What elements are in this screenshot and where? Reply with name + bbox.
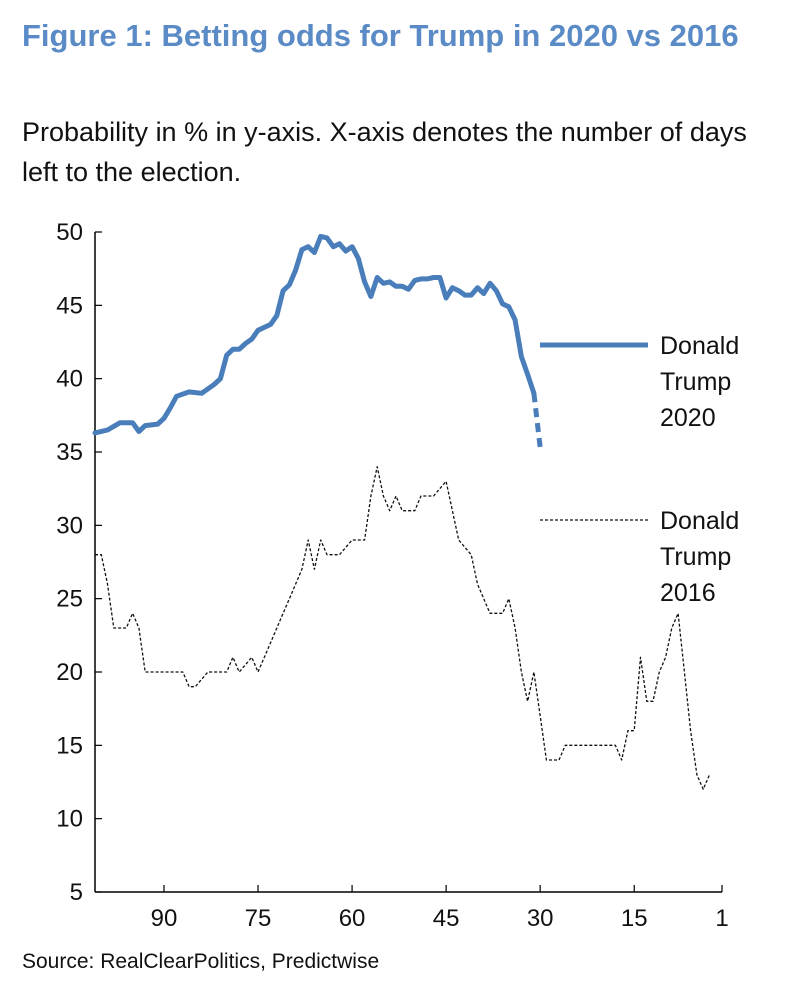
series-line-trump-2020 [92, 233, 537, 436]
y-tick-label: 30 [56, 512, 83, 539]
source-note: Source: RealClearPolitics, Predictwise [22, 950, 380, 973]
x-tick-label: 1 [715, 905, 728, 932]
legend-label-trump-2016: Trump [660, 543, 731, 571]
series-line-trump-2016 [95, 466, 711, 790]
y-tick-label: 20 [56, 659, 83, 686]
legend-label-trump-2020: Donald [660, 332, 739, 360]
y-tick-label: 10 [56, 806, 83, 833]
series-line-trump-2020-dashed-tail [531, 393, 543, 448]
y-tick-label: 50 [56, 219, 83, 246]
legend-label-trump-2020: Trump [660, 368, 731, 396]
legend: Donald Trump 2020 Donald Trump 2016 [540, 332, 739, 607]
legend-label-trump-2016: Donald [660, 507, 739, 535]
y-tick-label: 45 [56, 292, 83, 319]
x-tick-label: 90 [151, 905, 178, 932]
x-tick-label: 30 [527, 905, 554, 932]
y-tick-label: 25 [56, 586, 83, 613]
series-layer [92, 233, 711, 790]
x-tick-label: 60 [339, 905, 366, 932]
y-tick-label: 35 [56, 439, 83, 466]
y-tick-label: 15 [56, 732, 83, 759]
y-tick-label: 5 [70, 879, 83, 906]
x-tick-label: 15 [621, 905, 648, 932]
y-tick-label: 40 [56, 366, 83, 393]
x-tick-label: 45 [433, 905, 460, 932]
chart-title: Figure 1: Betting odds for Trump in 2020… [22, 18, 739, 53]
chart-subtitle: Probability in % in y-axis. X-axis denot… [22, 117, 747, 187]
legend-label-trump-2016: 2016 [660, 579, 716, 607]
x-tick-label: 75 [245, 905, 272, 932]
legend-label-trump-2020: 2020 [660, 404, 716, 432]
